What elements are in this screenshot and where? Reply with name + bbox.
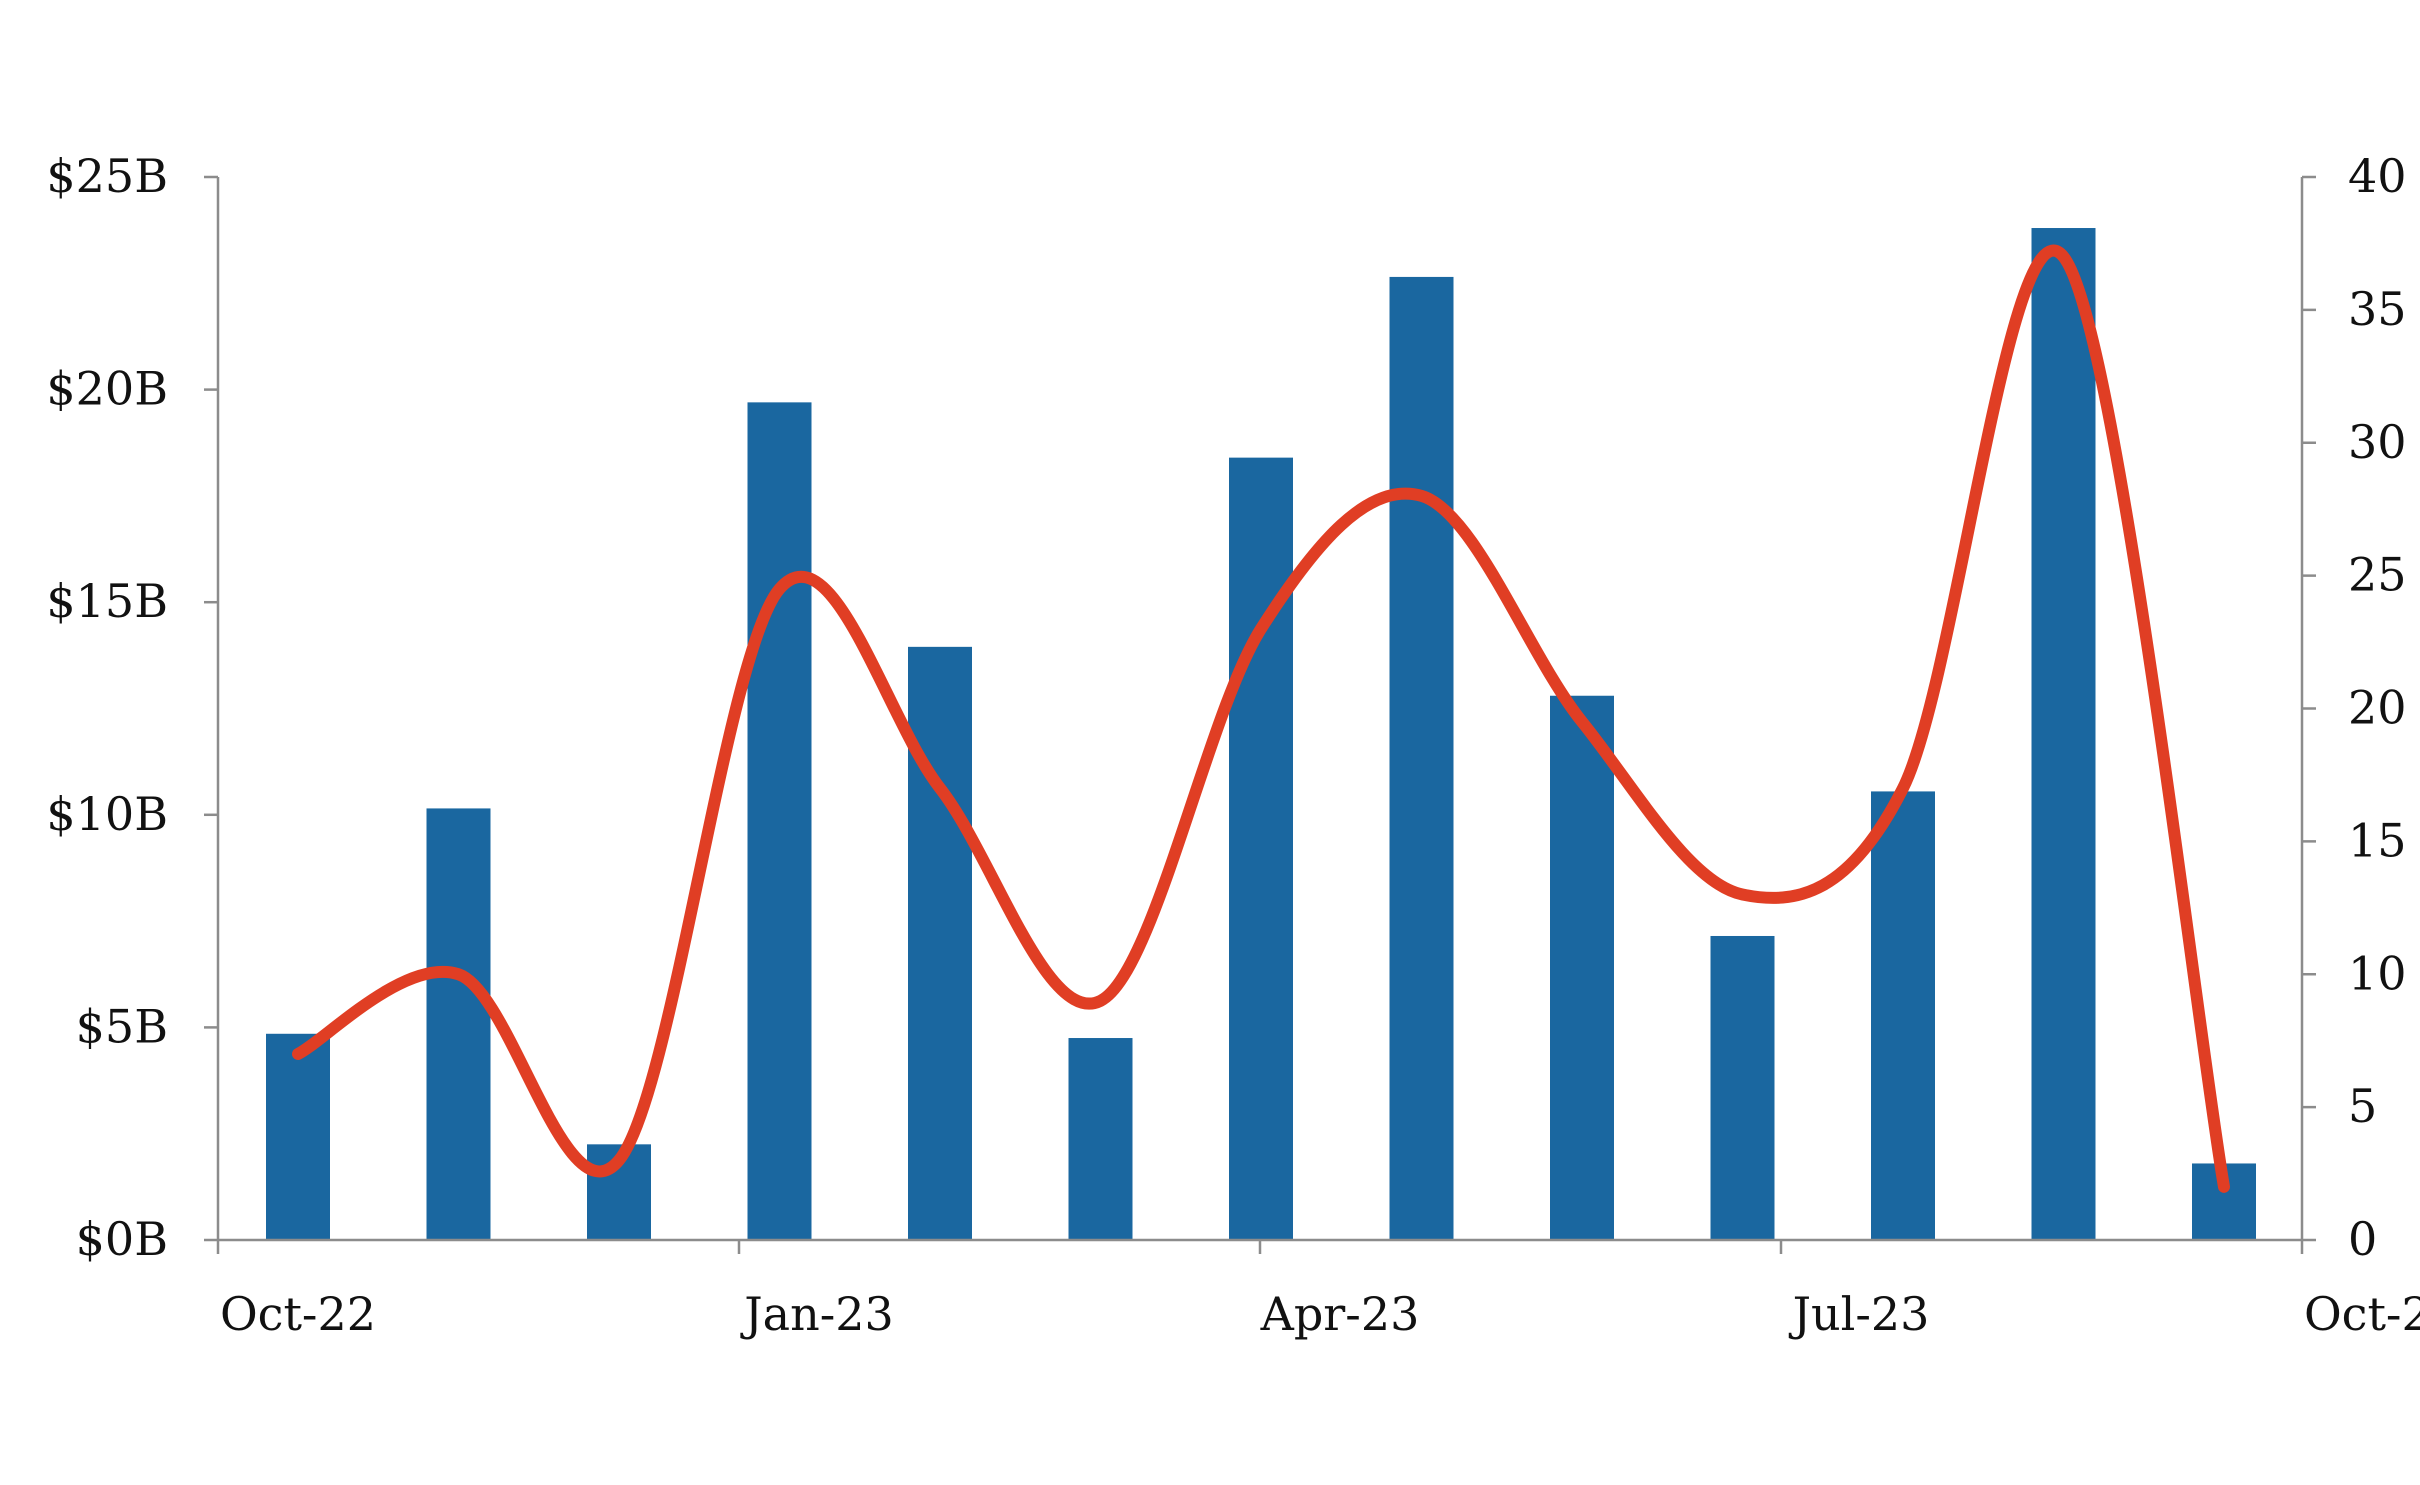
left-y-tick-label: $15B — [46, 574, 168, 628]
right-y-tick-label: 20 — [2348, 681, 2407, 735]
left-y-tick-label: $25B — [46, 149, 168, 203]
right-y-tick-label: 30 — [2348, 415, 2407, 469]
right-y-tick-label: 40 — [2348, 149, 2407, 203]
bar-series — [266, 228, 2256, 1241]
bar-Mar-23 — [1068, 1038, 1133, 1240]
bar-Feb-23 — [908, 646, 972, 1240]
bar-Jun-23 — [1550, 695, 1614, 1240]
bar-Oct-22 — [266, 1033, 330, 1240]
bar-Sep-23 — [2031, 228, 2096, 1241]
x-tick-label: Jan-23 — [740, 1287, 894, 1341]
right-y-tick-label: 5 — [2348, 1079, 2377, 1133]
line-series — [292, 244, 2230, 1193]
right-y-tick-label: 15 — [2348, 813, 2407, 867]
bar-May-23 — [1389, 276, 1454, 1240]
bar-Jul-23 — [1710, 935, 1775, 1240]
x-tick-label: Apr-23 — [1260, 1287, 1420, 1341]
x-tick-label: Oct-22 — [220, 1287, 376, 1341]
left-y-tick-label: $10B — [46, 787, 168, 841]
x-tick-label: Oct-23 — [2304, 1287, 2420, 1341]
bar-Aug-23 — [1871, 791, 1935, 1240]
x-tick-label: Jul-23 — [1789, 1287, 1930, 1341]
bar-Apr-23 — [1229, 457, 1293, 1241]
right-y-tick-label: 0 — [2348, 1212, 2377, 1266]
left-y-tick-label: $0B — [76, 1212, 168, 1266]
bar-Nov-22 — [426, 808, 491, 1240]
right-y-tick-labels: 0 5 10 15 20 25 30 35 40 — [2302, 149, 2407, 1266]
left-y-tick-label: $20B — [46, 362, 168, 416]
x-tick-labels: Oct-22 Jan-23 Apr-23 Jul-23 Oct-23 — [216, 1240, 2420, 1341]
left-y-tick-labels: $0B $5B $10B $15B $20B $25B — [46, 149, 218, 1266]
right-y-tick-label: 35 — [2348, 282, 2407, 336]
right-y-tick-label: 25 — [2348, 548, 2407, 602]
left-y-tick-label: $5B — [76, 999, 168, 1053]
bar-Jan-23 — [747, 402, 812, 1241]
right-y-tick-label: 10 — [2348, 946, 2407, 1000]
